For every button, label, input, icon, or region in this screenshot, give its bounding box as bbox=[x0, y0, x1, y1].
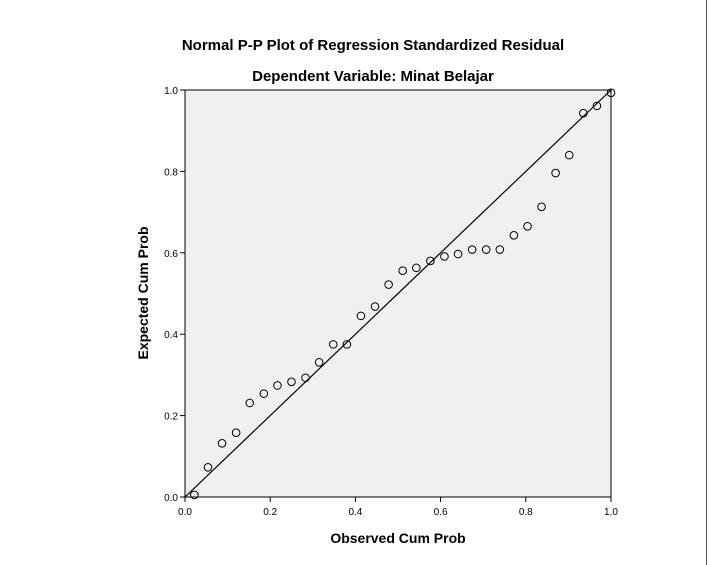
data-point bbox=[453, 249, 463, 259]
y-tick-label: 0.4 bbox=[164, 330, 178, 341]
data-point bbox=[523, 222, 532, 231]
data-point bbox=[342, 340, 352, 349]
data-point bbox=[301, 373, 310, 383]
data-points bbox=[190, 88, 616, 500]
x-tick-label: 1.0 bbox=[604, 507, 618, 518]
data-point bbox=[551, 168, 560, 178]
data-point bbox=[314, 357, 324, 367]
data-point bbox=[328, 340, 338, 349]
chart-title: Normal P-P Plot of Regression Standardiz… bbox=[182, 37, 564, 54]
data-point bbox=[579, 108, 588, 118]
data-point bbox=[537, 202, 546, 212]
data-point bbox=[592, 101, 602, 111]
x-tick-label: 0.6 bbox=[434, 507, 448, 518]
data-point bbox=[606, 88, 616, 98]
data-point bbox=[287, 377, 296, 387]
data-point bbox=[440, 252, 449, 261]
data-point bbox=[467, 245, 477, 254]
x-tick-label: 0.8 bbox=[519, 507, 533, 518]
data-point bbox=[495, 245, 505, 254]
y-tick-label: 0.0 bbox=[164, 493, 178, 504]
data-point bbox=[509, 230, 519, 240]
data-point bbox=[398, 266, 407, 276]
y-axis-ticks: 0.0 0.2 0.4 0.6 0.8 1.0 bbox=[164, 86, 185, 504]
chart-subtitle: Dependent Variable: Minat Belajar bbox=[252, 68, 494, 85]
data-point bbox=[190, 490, 199, 500]
data-point bbox=[356, 311, 366, 321]
data-point bbox=[426, 256, 435, 266]
data-point bbox=[370, 302, 380, 311]
x-axis-ticks: 0.0 0.2 0.4 0.6 0.8 1.0 bbox=[178, 497, 618, 518]
x-tick-label: 0.4 bbox=[348, 507, 362, 518]
y-tick-label: 0.6 bbox=[164, 249, 178, 260]
y-axis-label: Expected Cum Prob bbox=[135, 226, 151, 359]
data-point bbox=[245, 398, 255, 408]
y-tick-label: 0.2 bbox=[164, 412, 178, 423]
data-point bbox=[231, 428, 241, 437]
y-tick-label: 0.8 bbox=[164, 167, 178, 178]
data-point bbox=[412, 263, 421, 273]
data-point bbox=[203, 462, 213, 472]
y-tick-label: 1.0 bbox=[164, 86, 178, 97]
data-point bbox=[259, 389, 269, 398]
x-axis-label: Observed Cum Prob bbox=[330, 530, 465, 546]
data-point bbox=[481, 245, 491, 254]
x-tick-label: 0.2 bbox=[263, 507, 277, 518]
x-tick-label: 0.0 bbox=[178, 507, 192, 518]
reference-line bbox=[184, 89, 612, 498]
data-point bbox=[564, 150, 574, 160]
data-point bbox=[217, 438, 227, 448]
data-point bbox=[384, 280, 393, 289]
data-point bbox=[273, 381, 282, 390]
